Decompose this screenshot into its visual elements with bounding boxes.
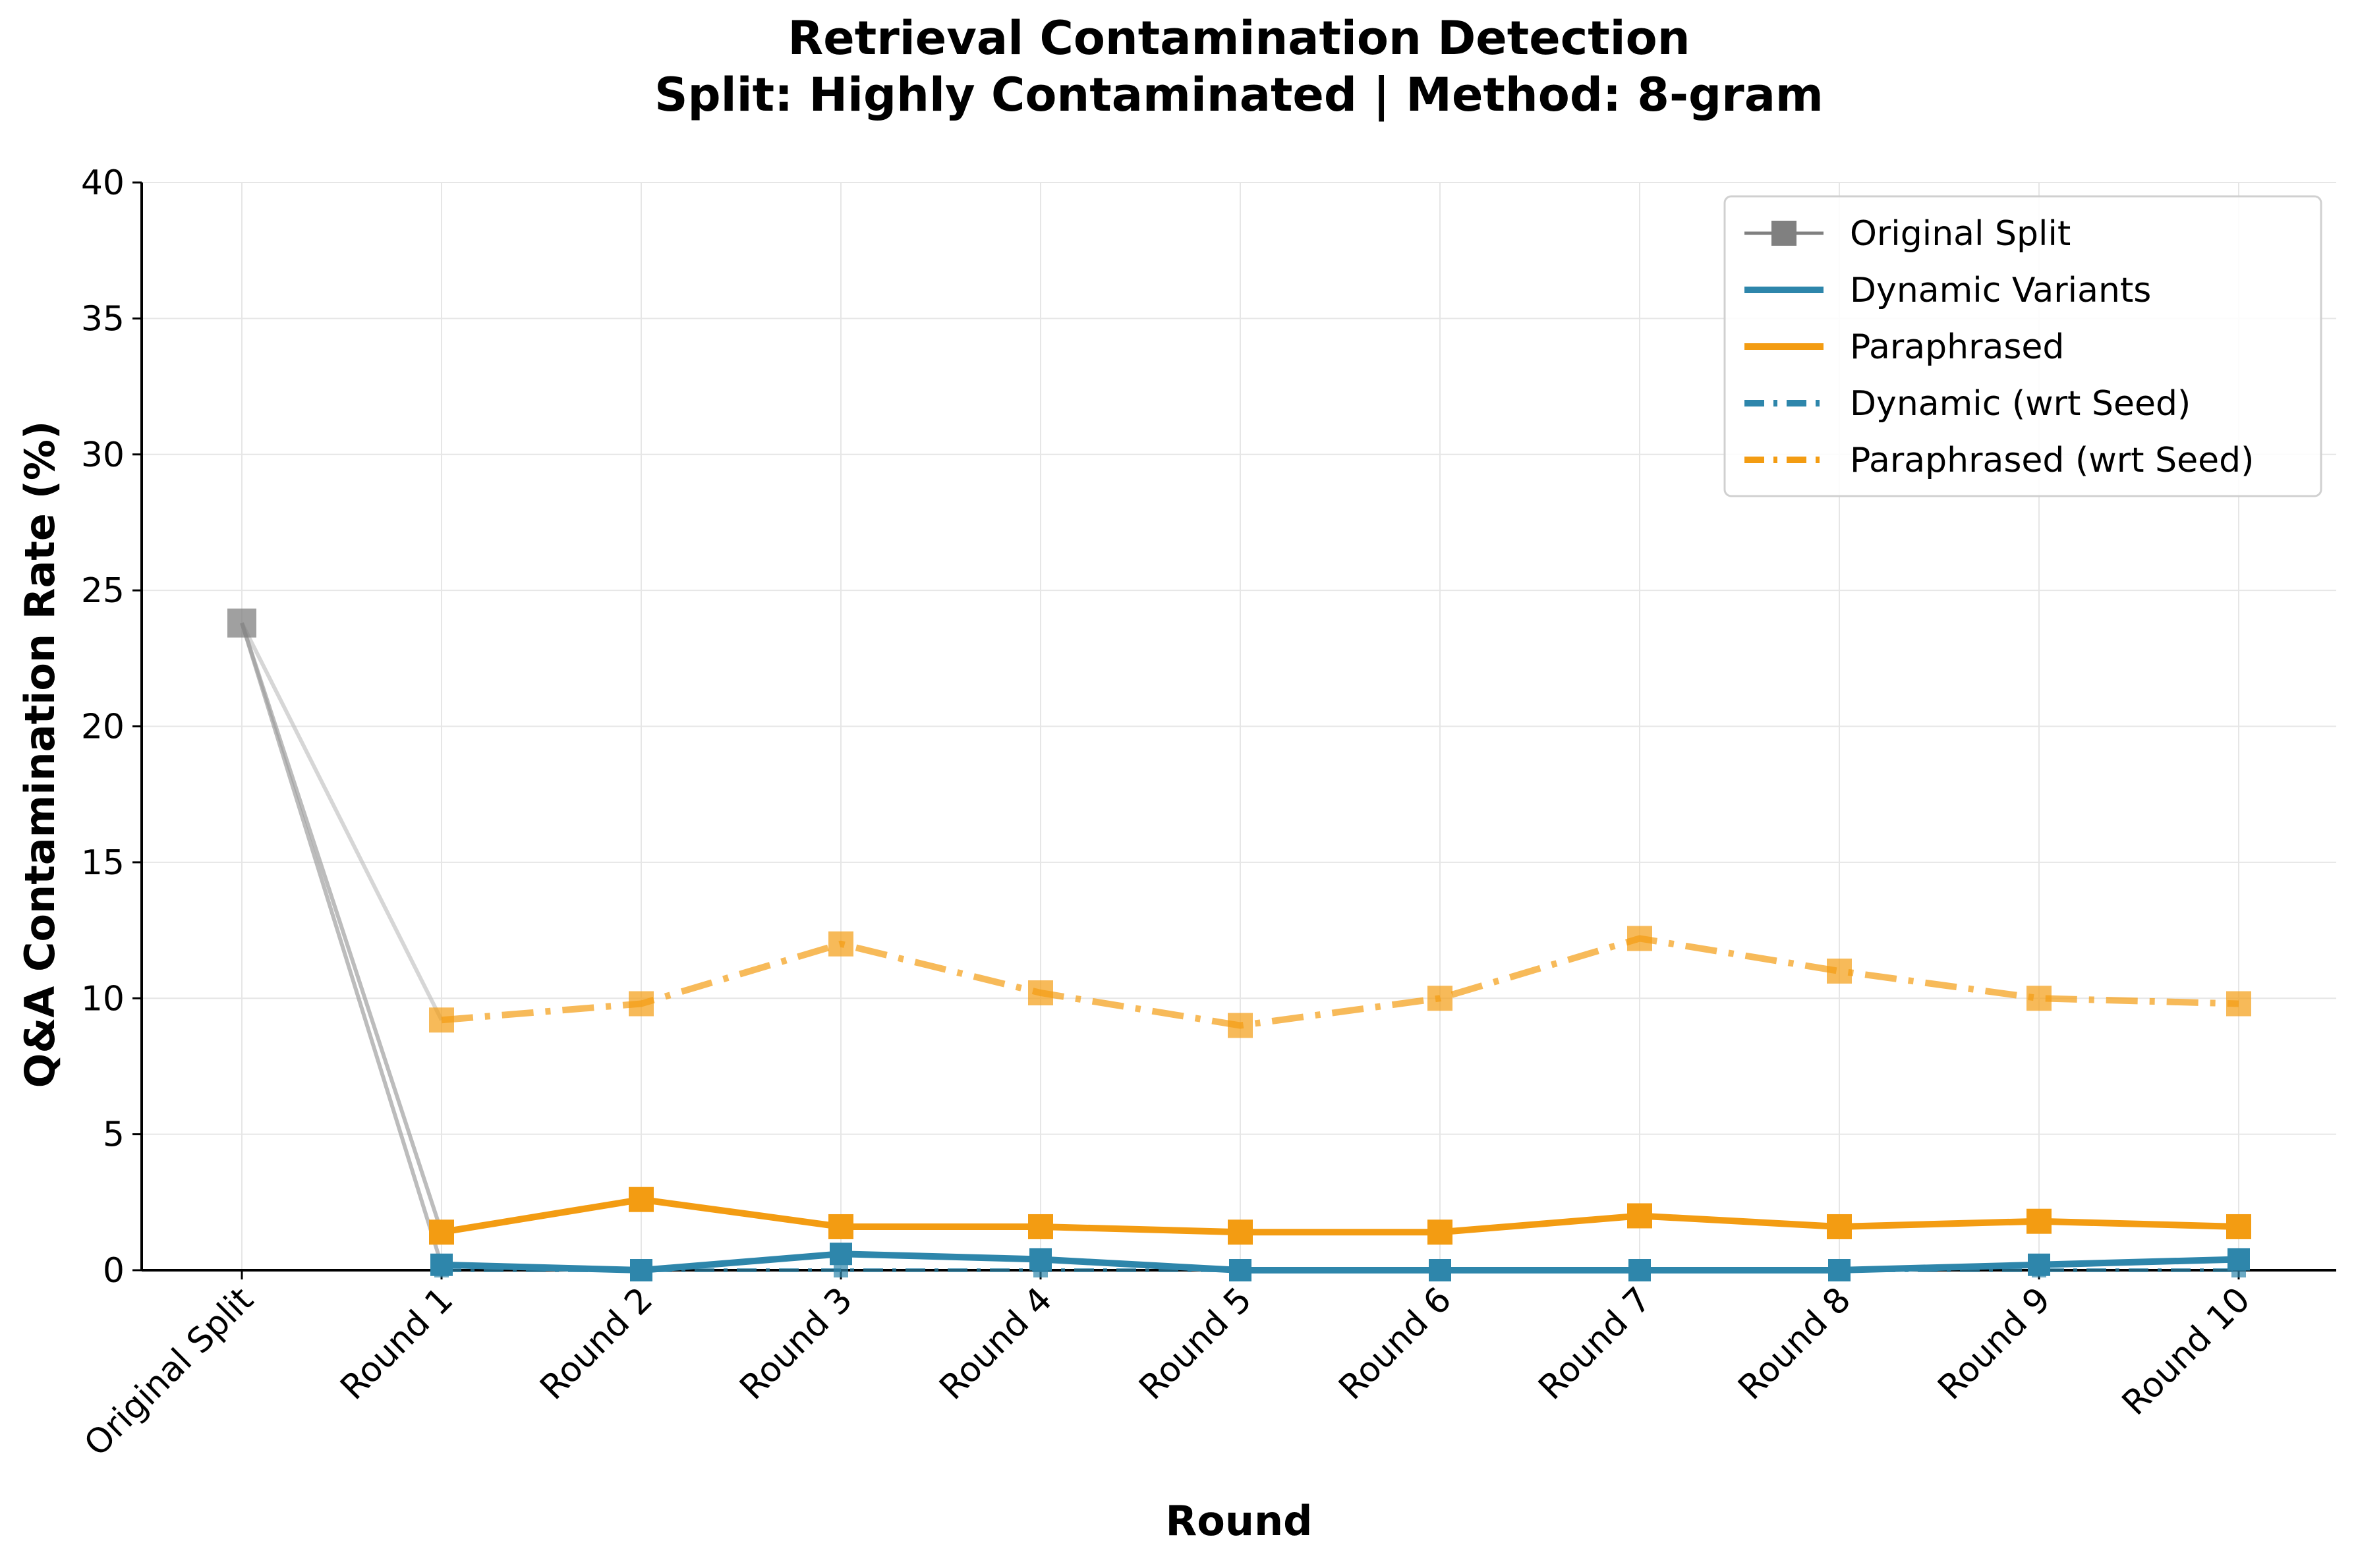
dynamic-variants-point [1628, 1259, 1651, 1281]
x-tick-label: Round 2 [532, 1280, 660, 1408]
paraphrased-seed-point [1028, 980, 1053, 1005]
paraphrased-point [1827, 1214, 1852, 1239]
x-tick-label: Round 3 [732, 1280, 860, 1408]
legend-label: Paraphrased (wrt Seed) [1850, 441, 2254, 480]
connector-line [240, 622, 444, 1021]
paraphrased-point [429, 1219, 454, 1245]
y-tick-label: 5 [103, 1115, 125, 1155]
paraphrased-point [828, 1214, 853, 1239]
legend-label: Dynamic (wrt Seed) [1850, 384, 2191, 424]
paraphrased-seed-point [1627, 926, 1652, 951]
legend-box [1723, 195, 2322, 497]
paraphrased-point [2226, 1214, 2251, 1239]
paraphrased-seed-point [429, 1007, 454, 1033]
dynamic-variants-point [1029, 1248, 1052, 1271]
legend-label: Paraphrased [1850, 327, 2064, 367]
legend: Original Split Dynamic Variants Paraphrase… [1723, 195, 2322, 497]
x-tick-label: Round 5 [1132, 1280, 1259, 1408]
x-tick-label: Round 6 [1331, 1280, 1459, 1408]
paraphrased-point [2026, 1208, 2052, 1234]
dynamic-variants-point [1229, 1259, 1251, 1281]
y-tick-label: 25 [81, 571, 125, 611]
dynamic-variants-point [830, 1243, 852, 1266]
paraphrased-seed-point [2026, 986, 2052, 1011]
paraphrased-seed-point [1827, 958, 1852, 984]
dynamic-variants-line [438, 1250, 2242, 1274]
x-axis-label: Round [1166, 1497, 1313, 1545]
dynamic-variants-point [1429, 1259, 1451, 1281]
x-tick-label: Round 4 [932, 1280, 1060, 1408]
y-tick-label: 0 [103, 1251, 125, 1291]
x-tick-label: Round 10 [2115, 1280, 2258, 1423]
paraphrased-point [1627, 1203, 1652, 1229]
y-tick-label: 10 [81, 979, 125, 1019]
legend-label: Dynamic Variants [1850, 271, 2151, 310]
x-tick-label: Round 9 [1930, 1280, 2058, 1408]
dynamic-variants-point [1828, 1259, 1851, 1281]
y-tick-label: 15 [81, 843, 125, 883]
legend-label: Original Split [1850, 214, 2071, 254]
x-tick-label: Round 1 [333, 1280, 461, 1408]
dynamic-variants-point [2028, 1253, 2050, 1276]
paraphrased-seed-point [629, 991, 654, 1017]
connector-line [240, 622, 444, 1266]
paraphrased-point [1028, 1214, 1053, 1239]
y-tick-label: 30 [81, 435, 125, 475]
dynamic-seed-point [834, 1263, 848, 1277]
y-tick-label: 35 [81, 299, 125, 339]
paraphrased-point [629, 1187, 654, 1212]
dynamic-variants-point [630, 1259, 652, 1281]
x-tick-label: Original Split [77, 1280, 262, 1465]
grid [142, 182, 2336, 1271]
chart-title-line2: Split: Highly Contaminated | Method: 8-g… [654, 68, 1824, 122]
y-axis-label: Q&A Contamination Rate (%) [16, 421, 64, 1088]
y-tick-label: 40 [81, 163, 125, 203]
paraphrased-point [1228, 1219, 1253, 1245]
chart-title-line1: Retrieval Contamination Detection [788, 11, 1690, 65]
paraphrased-seed-point [828, 931, 853, 957]
paraphrased-seed-point [1228, 1013, 1253, 1038]
y-tick-label: 20 [81, 708, 125, 747]
legend-marker [1771, 221, 1796, 246]
paraphrased-seed-point [1427, 986, 1452, 1011]
paraphrased-seed-line [441, 935, 2239, 1029]
original-split-point [227, 608, 256, 638]
dynamic-variants-point [2227, 1248, 2250, 1271]
x-tick-label: Round 8 [1731, 1280, 1858, 1408]
x-tick-label: Round 7 [1531, 1280, 1659, 1408]
paraphrased-point [1427, 1219, 1452, 1245]
dynamic-variants-point [430, 1253, 453, 1276]
paraphrased-seed-point [2226, 991, 2251, 1017]
paraphrased-line [438, 1196, 2242, 1236]
series-lines [227, 608, 2251, 1281]
